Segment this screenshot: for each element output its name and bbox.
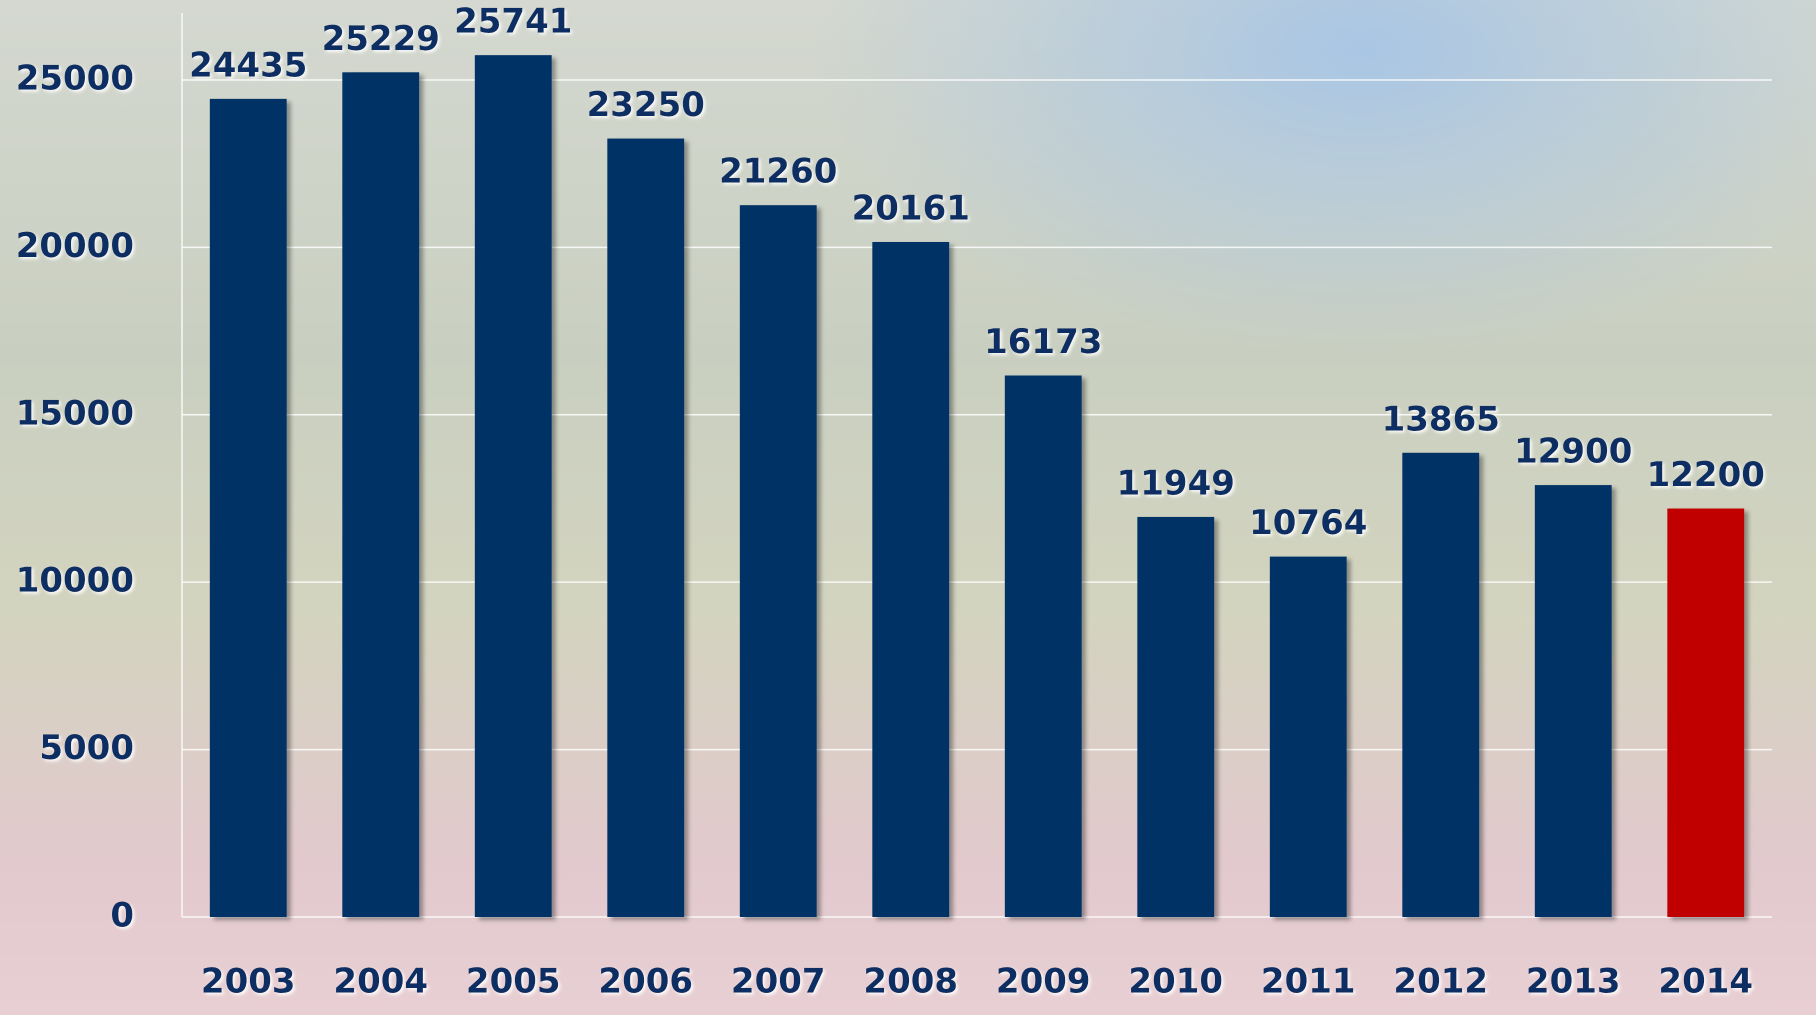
data-label: 13865: [1382, 399, 1500, 439]
data-label: 12200: [1647, 455, 1765, 495]
x-tick-label: 2009: [996, 962, 1091, 1002]
data-label: 16173: [984, 322, 1102, 362]
bar: [740, 205, 817, 917]
y-tick-label: 20000: [16, 226, 134, 266]
x-tick-label: 2006: [598, 962, 693, 1002]
y-tick-label: 5000: [39, 728, 134, 768]
x-tick-label: 2014: [1658, 962, 1753, 1002]
x-tick-label: 2012: [1393, 962, 1488, 1002]
y-tick-label: 25000: [16, 58, 134, 98]
bar: [342, 72, 419, 917]
y-tick-label: 0: [110, 896, 134, 936]
x-tick-label: 2011: [1261, 962, 1356, 1002]
data-label: 24435: [189, 45, 307, 85]
chart: 0 5000 10000 15000 20000 25000 2003 24435 2004 25…: [0, 0, 1816, 1015]
data-label: 25229: [322, 19, 440, 59]
x-tick-label: 2008: [863, 962, 958, 1002]
y-tick-label: 10000: [16, 561, 134, 601]
data-label: 20161: [852, 188, 970, 228]
data-label: 21260: [719, 152, 837, 192]
bar: [210, 99, 287, 917]
x-tick-label: 2010: [1128, 962, 1223, 1002]
x-tick-label: 2007: [731, 962, 826, 1002]
data-label: 25741: [454, 2, 572, 42]
bar: [1535, 485, 1612, 917]
bar: [1402, 453, 1479, 917]
data-label: 23250: [587, 85, 705, 125]
page: {"chart_data": {"type": "bar", "categori…: [0, 0, 1816, 1015]
x-tick-label: 2004: [333, 962, 428, 1002]
data-label: 11949: [1117, 463, 1235, 503]
bar: [1005, 376, 1082, 917]
bar: [1270, 557, 1347, 917]
bar: [607, 139, 684, 917]
x-tick-label: 2005: [466, 962, 561, 1002]
bar: [1667, 509, 1744, 917]
x-tick-label: 2013: [1526, 962, 1621, 1002]
bar: [475, 55, 552, 917]
bar: [1137, 517, 1214, 917]
data-label: 10764: [1249, 503, 1367, 543]
x-tick-label: 2003: [201, 962, 296, 1002]
y-tick-label: 15000: [16, 393, 134, 433]
data-label: 12900: [1514, 432, 1632, 472]
bar: [872, 242, 949, 917]
